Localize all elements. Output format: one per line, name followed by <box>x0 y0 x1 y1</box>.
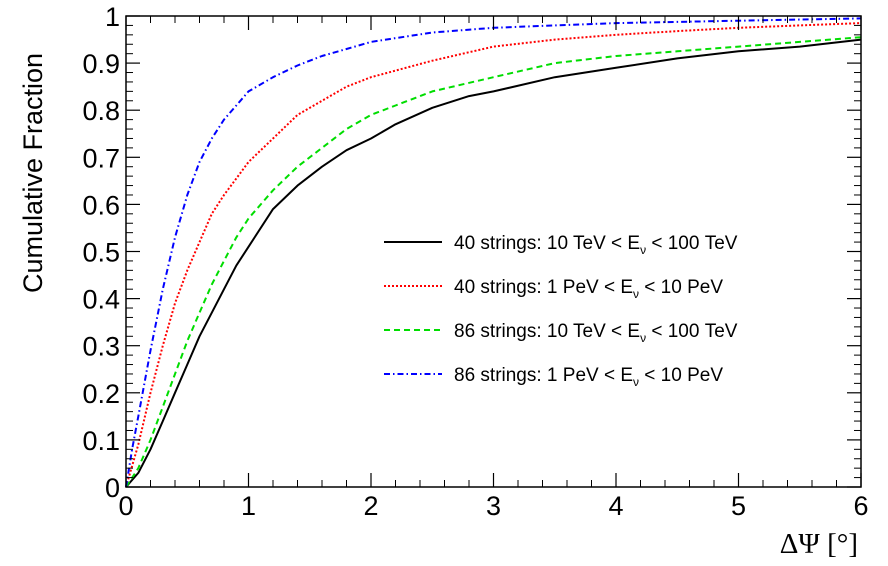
y-tick-label: 0.2 <box>82 379 120 409</box>
y-tick-label: 0.7 <box>82 143 120 173</box>
y-tick-label: 0 <box>105 473 120 503</box>
series-line-1 <box>125 38 862 488</box>
x-tick-label: 4 <box>608 491 623 521</box>
y-tick-label: 0.8 <box>82 96 120 126</box>
x-tick-label: 0 <box>118 491 133 521</box>
x-tick-label: 2 <box>363 491 378 521</box>
y-tick-label: 0.5 <box>82 238 120 268</box>
x-tick-label: 6 <box>853 491 868 521</box>
y-tick-label: 0.9 <box>82 49 120 79</box>
legend-label-2: 40 strings: 1 PeV < Eν < 10 PeV <box>454 277 723 301</box>
y-tick-label: 0.1 <box>82 426 120 456</box>
x-tick-label: 5 <box>731 491 746 521</box>
series-line-3 <box>125 36 862 488</box>
legend-label-3: 86 strings: 10 TeV < Eν < 100 TeV <box>454 321 738 345</box>
ticks-layer: 0 1 2 3 4 5 6 0 0.1 0.2 0.3 0.4 0.5 0.6 0.7 0.8 0.9 1 <box>82 2 868 521</box>
y-tick-label: 0.6 <box>82 190 120 220</box>
series-line-4 <box>125 17 862 488</box>
x-axis-title: ΔΨ [°] <box>780 528 858 560</box>
y-axis-title: Cumulative Fraction <box>18 53 48 293</box>
y-tick-label: 0.4 <box>82 285 120 315</box>
legend-label-1: 40 strings: 10 TeV < Eν < 100 TeV <box>454 233 738 257</box>
x-tick-label: 3 <box>486 491 501 521</box>
series-line-2 <box>125 22 862 488</box>
series-layer <box>125 17 862 488</box>
y-tick-label: 0.3 <box>82 332 120 362</box>
x-tick-label: 1 <box>241 491 256 521</box>
y-tick-label: 1 <box>105 2 120 32</box>
legend: 40 strings: 10 TeV < Eν < 100 TeV 40 stri… <box>384 233 738 389</box>
legend-label-4: 86 strings: 1 PeV < Eν < 10 PeV <box>454 365 723 389</box>
